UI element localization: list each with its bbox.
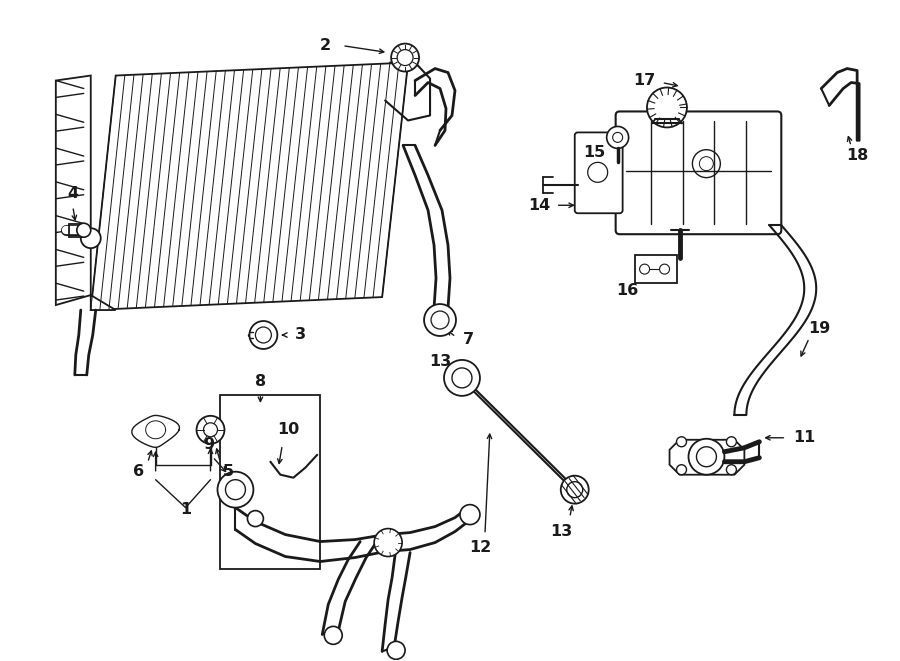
Polygon shape bbox=[670, 440, 744, 475]
FancyBboxPatch shape bbox=[575, 132, 623, 214]
Text: 4: 4 bbox=[68, 186, 78, 201]
Circle shape bbox=[607, 126, 628, 148]
Circle shape bbox=[444, 360, 480, 396]
Polygon shape bbox=[56, 75, 116, 310]
Circle shape bbox=[677, 465, 687, 475]
Text: 3: 3 bbox=[295, 327, 306, 342]
Text: 11: 11 bbox=[793, 430, 815, 446]
Text: 17: 17 bbox=[634, 73, 656, 88]
Text: 10: 10 bbox=[277, 422, 300, 438]
Text: 2: 2 bbox=[320, 38, 331, 53]
Circle shape bbox=[660, 264, 670, 274]
Text: 16: 16 bbox=[616, 283, 639, 297]
Circle shape bbox=[726, 465, 736, 475]
Polygon shape bbox=[91, 63, 408, 310]
Circle shape bbox=[387, 641, 405, 659]
Text: 6: 6 bbox=[133, 464, 144, 479]
Circle shape bbox=[324, 627, 342, 644]
Text: 19: 19 bbox=[808, 321, 831, 336]
Circle shape bbox=[424, 304, 456, 336]
FancyBboxPatch shape bbox=[616, 112, 781, 234]
Circle shape bbox=[726, 437, 736, 447]
Circle shape bbox=[196, 416, 224, 444]
Text: 14: 14 bbox=[528, 198, 551, 213]
Text: 18: 18 bbox=[846, 148, 868, 163]
Text: 15: 15 bbox=[583, 145, 606, 160]
Text: 7: 7 bbox=[463, 332, 473, 348]
Circle shape bbox=[647, 87, 687, 128]
Circle shape bbox=[249, 321, 277, 349]
Circle shape bbox=[677, 437, 687, 447]
Circle shape bbox=[392, 44, 419, 71]
Text: 12: 12 bbox=[469, 540, 491, 555]
Text: 9: 9 bbox=[202, 438, 214, 452]
Circle shape bbox=[81, 228, 101, 248]
Text: 13: 13 bbox=[551, 524, 573, 539]
Circle shape bbox=[76, 223, 91, 237]
Circle shape bbox=[218, 472, 254, 508]
Circle shape bbox=[561, 476, 589, 504]
Circle shape bbox=[640, 264, 650, 274]
Circle shape bbox=[460, 504, 480, 525]
Circle shape bbox=[688, 439, 724, 475]
Circle shape bbox=[248, 510, 264, 527]
Text: 8: 8 bbox=[255, 374, 266, 389]
Text: 13: 13 bbox=[429, 354, 451, 369]
Bar bbox=[220, 395, 320, 570]
Circle shape bbox=[374, 529, 402, 557]
Polygon shape bbox=[131, 415, 179, 447]
Text: 5: 5 bbox=[223, 464, 234, 479]
Bar bbox=[634, 255, 677, 283]
Text: 1: 1 bbox=[180, 502, 191, 517]
